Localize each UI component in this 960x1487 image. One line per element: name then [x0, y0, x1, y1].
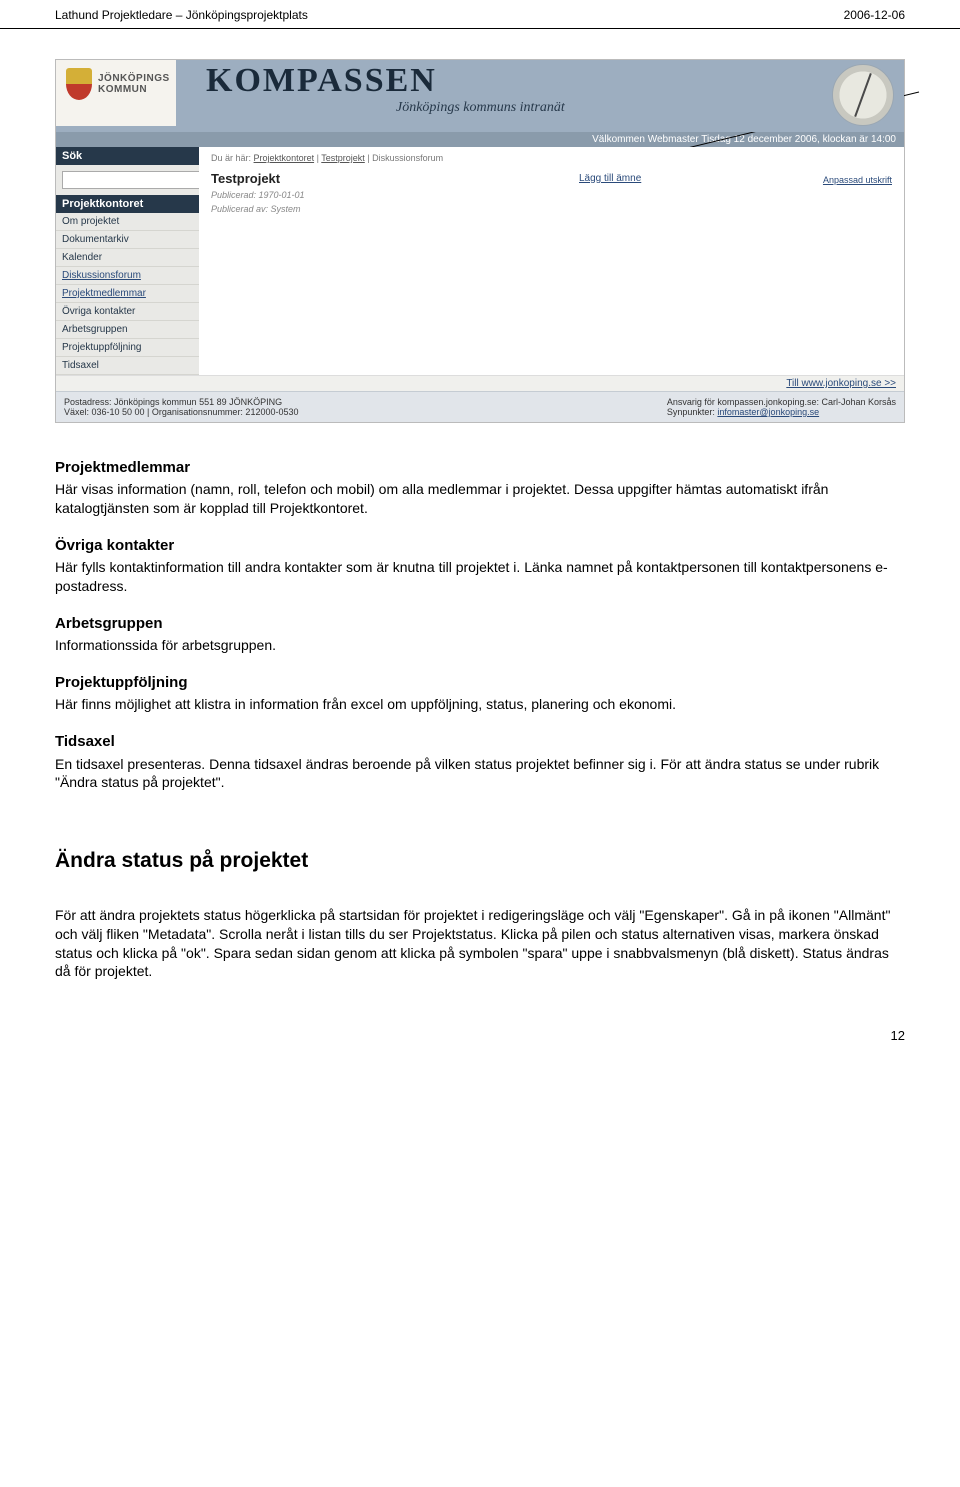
breadcrumb-current: Diskussionsforum — [372, 153, 443, 163]
search-input[interactable] — [62, 171, 202, 189]
footer-bar: Postadress: Jönköpings kommun 551 89 JÖN… — [56, 391, 904, 422]
footer-feedback-label: Synpunkter: — [667, 407, 718, 417]
breadcrumb-link-2[interactable]: Testprojekt — [321, 153, 365, 163]
sidebar-item-projektuppfoljning[interactable]: Projektuppföljning — [56, 339, 199, 357]
header-left: Lathund Projektledare – Jönköpingsprojek… — [55, 8, 308, 22]
sidebar-item-kalender[interactable]: Kalender — [56, 249, 199, 267]
search-section-title: Sök — [56, 147, 199, 165]
document-body: Projektmedlemmar Här visas information (… — [55, 458, 905, 981]
app-screenshot: JÖNKÖPINGS KOMMUN KOMPASSEN Jönköpings k… — [55, 59, 905, 423]
sidebar-item-diskussionsforum[interactable]: Diskussionsforum — [56, 267, 199, 285]
content-title: Testprojekt — [211, 171, 280, 186]
sidebar: Sök Sök Projektkontoret Om projektet Dok… — [56, 147, 199, 375]
print-link[interactable]: Anpassad utskrift — [823, 175, 892, 185]
published-date: Publicerad: 1970-01-01 — [211, 190, 892, 200]
content-area: Du är här: Projektkontoret | Testprojekt… — [199, 147, 904, 375]
section-projektuppfoljning-heading: Projektuppföljning — [55, 673, 905, 693]
welcome-bar: Välkommen Webmaster Tisdag 12 december 2… — [56, 132, 904, 147]
sidebar-item-arbetsgruppen[interactable]: Arbetsgruppen — [56, 321, 199, 339]
sidebar-item-dokumentarkiv[interactable]: Dokumentarkiv — [56, 231, 199, 249]
external-site-link[interactable]: Till www.jonkoping.se >> — [786, 378, 896, 389]
footer-email-link[interactable]: infomaster@jonkoping.se — [717, 407, 819, 417]
section-ovriga-kontakter-text: Här fylls kontaktinformation till andra … — [55, 558, 905, 596]
bottom-link-bar: Till www.jonkoping.se >> — [56, 375, 904, 391]
section-tidsaxel-text: En tidsaxel presenteras. Denna tidsaxel … — [55, 755, 905, 793]
page-header: Lathund Projektledare – Jönköpingsprojek… — [0, 0, 960, 29]
crest-icon — [66, 68, 92, 100]
sidebar-item-tidsaxel[interactable]: Tidsaxel — [56, 357, 199, 375]
org-logo: JÖNKÖPINGS KOMMUN — [66, 68, 170, 100]
section-tidsaxel-heading: Tidsaxel — [55, 732, 905, 752]
sidebar-nav: Om projektet Dokumentarkiv Kalender Disk… — [56, 213, 199, 375]
section-andra-status-heading: Ändra status på projektet — [55, 847, 905, 875]
section-projektmedlemmar-text: Här visas information (namn, roll, telef… — [55, 480, 905, 518]
sidebar-item-om-projektet[interactable]: Om projektet — [56, 213, 199, 231]
breadcrumb: Du är här: Projektkontoret | Testprojekt… — [211, 153, 892, 163]
section-arbetsgruppen-heading: Arbetsgruppen — [55, 614, 905, 634]
page-number: 12 — [0, 1003, 960, 1063]
compass-icon — [832, 64, 894, 126]
banner: JÖNKÖPINGS KOMMUN KOMPASSEN Jönköpings k… — [56, 60, 904, 132]
published-by: Publicerad av: System — [211, 204, 892, 214]
section-andra-status-text: För att ändra projektets status högerkli… — [55, 906, 905, 982]
nav-section-title: Projektkontoret — [56, 195, 199, 213]
add-topic-link[interactable]: Lägg till ämne — [579, 173, 641, 184]
section-projektmedlemmar-heading: Projektmedlemmar — [55, 458, 905, 478]
org-name-top: JÖNKÖPINGS — [98, 73, 170, 84]
footer-address: Postadress: Jönköpings kommun 551 89 JÖN… — [64, 397, 299, 407]
section-ovriga-kontakter-heading: Övriga kontakter — [55, 536, 905, 556]
breadcrumb-link-1[interactable]: Projektkontoret — [254, 153, 315, 163]
org-name-bottom: KOMMUN — [98, 84, 170, 95]
footer-phone-org: Växel: 036-10 50 00 | Organisationsnumme… — [64, 407, 299, 417]
sidebar-item-projektmedlemmar[interactable]: Projektmedlemmar — [56, 285, 199, 303]
banner-subtitle: Jönköpings kommuns intranät — [396, 100, 565, 116]
section-arbetsgruppen-text: Informationssida för arbetsgruppen. — [55, 636, 905, 655]
breadcrumb-prefix: Du är här: — [211, 153, 251, 163]
sidebar-item-ovriga-kontakter[interactable]: Övriga kontakter — [56, 303, 199, 321]
header-right: 2006-12-06 — [844, 8, 905, 22]
section-projektuppfoljning-text: Här finns möjlighet att klistra in infor… — [55, 695, 905, 714]
footer-responsible: Ansvarig för kompassen.jonkoping.se: Car… — [667, 397, 896, 407]
banner-title: KOMPASSEN — [206, 62, 437, 100]
